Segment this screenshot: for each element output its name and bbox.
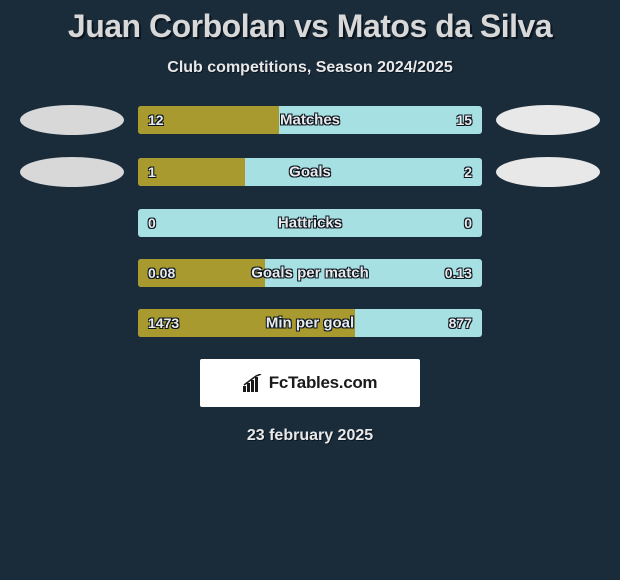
spacer — [496, 259, 600, 287]
player-right-marker — [496, 105, 600, 135]
stat-value-left: 0 — [148, 215, 156, 231]
page-title: Juan Corbolan vs Matos da Silva — [0, 8, 620, 45]
stat-bar: 1473 Min per goal 877 — [138, 309, 482, 337]
player-left-marker — [20, 105, 124, 135]
stat-bar: 0 Hattricks 0 — [138, 209, 482, 237]
comparison-card: Juan Corbolan vs Matos da Silva Club com… — [0, 0, 620, 445]
player-left-marker — [20, 157, 124, 187]
stat-row: 12 Matches 15 — [0, 105, 620, 135]
stat-label: Hattricks — [278, 215, 342, 232]
stat-value-left: 0.08 — [148, 265, 175, 281]
stat-bar: 0.08 Goals per match 0.13 — [138, 259, 482, 287]
stat-row: 0.08 Goals per match 0.13 — [0, 259, 620, 287]
stat-value-right: 2 — [464, 164, 472, 180]
bar-chart-icon — [243, 374, 263, 392]
stat-label: Goals per match — [251, 265, 369, 282]
player-right-marker — [496, 157, 600, 187]
stat-row: 1473 Min per goal 877 — [0, 309, 620, 337]
brand-text: FcTables.com — [269, 373, 378, 393]
stat-value-left: 1473 — [148, 315, 179, 331]
stat-bar: 12 Matches 15 — [138, 106, 482, 134]
spacer — [20, 259, 124, 287]
spacer — [496, 209, 600, 237]
spacer — [20, 209, 124, 237]
stat-value-right: 0 — [464, 215, 472, 231]
stat-bar: 1 Goals 2 — [138, 158, 482, 186]
brand-badge[interactable]: FcTables.com — [200, 359, 420, 407]
subtitle: Club competitions, Season 2024/2025 — [0, 59, 620, 77]
footer-date: 23 february 2025 — [0, 427, 620, 445]
stat-value-right: 877 — [449, 315, 472, 331]
stat-value-right: 15 — [456, 112, 472, 128]
spacer — [496, 309, 600, 337]
stat-value-left: 1 — [148, 164, 156, 180]
stat-rows: 12 Matches 15 1 Goals 2 0 Hattricks 0 0.08 Goals p… — [0, 105, 620, 337]
stat-label: Matches — [280, 112, 340, 129]
stat-label: Goals — [289, 164, 331, 181]
stat-value-left: 12 — [148, 112, 164, 128]
stat-label: Min per goal — [266, 315, 354, 332]
stat-row: 0 Hattricks 0 — [0, 209, 620, 237]
stat-row: 1 Goals 2 — [0, 157, 620, 187]
spacer — [20, 309, 124, 337]
stat-value-right: 0.13 — [445, 265, 472, 281]
